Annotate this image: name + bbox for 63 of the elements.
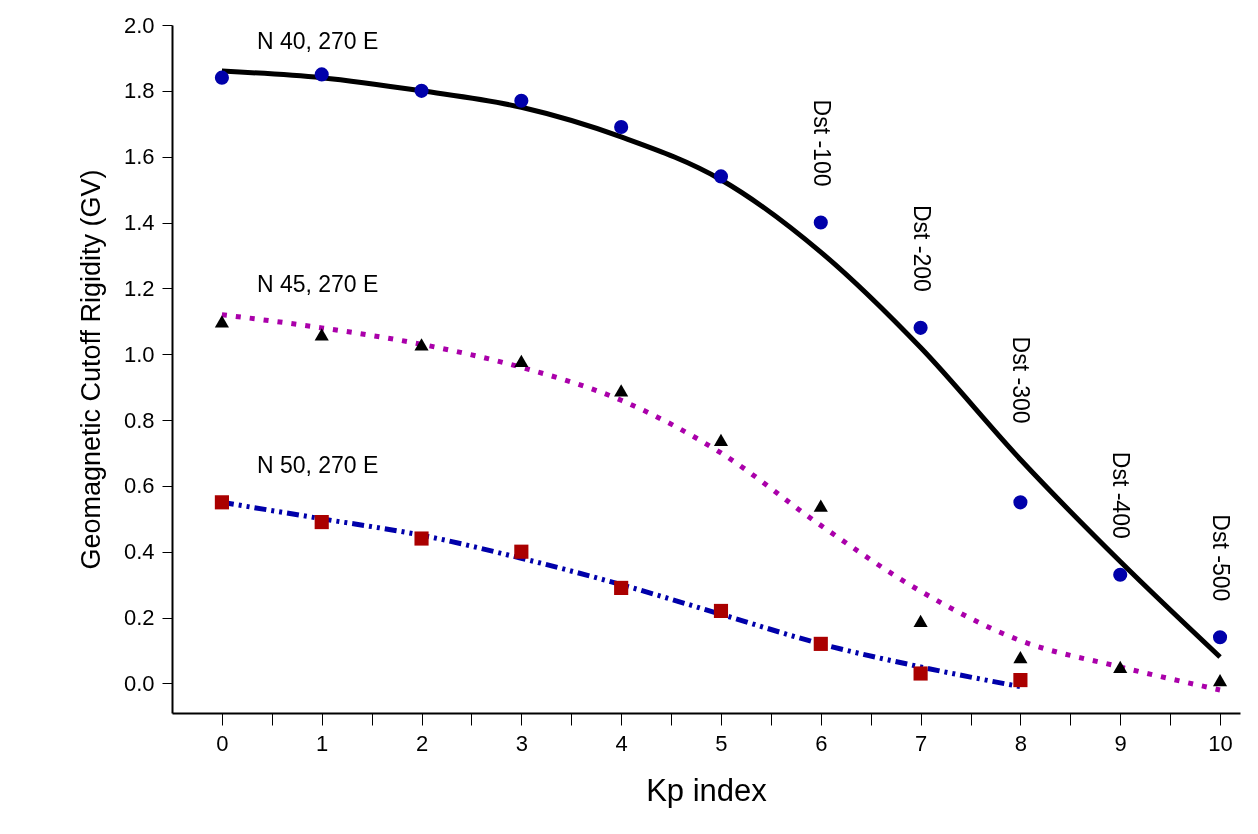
- x-tick-label: 10: [1208, 730, 1233, 756]
- point: [514, 544, 529, 559]
- point: [1013, 495, 1028, 510]
- x-tick-label: 6: [815, 730, 828, 756]
- annotation: Dst -300: [1008, 336, 1035, 424]
- annotation: Dst -100: [808, 99, 835, 187]
- point: [1113, 567, 1128, 582]
- x-tick-label: 5: [715, 730, 728, 756]
- y-tick-label: 0.8: [123, 407, 155, 433]
- y-tick-label: 1.0: [123, 341, 155, 367]
- point: [314, 67, 329, 82]
- x-tick-label: 8: [1014, 730, 1028, 756]
- y-tick-label: 1.8: [123, 78, 155, 104]
- x-axis-title: Kp index: [646, 772, 768, 808]
- point: [414, 531, 429, 546]
- annotation: N 45, 270 E: [256, 271, 379, 298]
- y-tick-label: 2.0: [123, 12, 155, 38]
- annotation: Dst -500: [1208, 514, 1235, 602]
- y-tick-label: 0.4: [123, 539, 155, 565]
- point: [314, 328, 329, 341]
- point: [614, 580, 629, 595]
- x-tick-label: 0: [216, 730, 229, 756]
- point: [214, 315, 229, 328]
- y-axis-title: Geomagnetic Cutoff Rigidity (GV): [75, 169, 106, 570]
- point: [913, 320, 928, 335]
- point: [214, 495, 229, 510]
- y-tick-label: 0.2: [123, 605, 155, 631]
- point: [1113, 660, 1128, 674]
- annotation: N 40, 270 E: [256, 27, 379, 54]
- x-tick-label: 2: [415, 730, 429, 756]
- annotation: N 50, 270 E: [256, 452, 379, 479]
- point: [514, 354, 529, 367]
- point: [713, 169, 729, 184]
- point: [214, 70, 229, 85]
- y-tick-label: 1.2: [123, 275, 155, 301]
- point: [713, 603, 729, 619]
- point: [813, 636, 828, 651]
- point: [813, 215, 828, 230]
- point: [1013, 650, 1028, 664]
- point: [1212, 630, 1228, 645]
- x-tick-label: 3: [515, 730, 528, 756]
- point: [514, 93, 529, 108]
- point: [614, 384, 629, 397]
- x-tick-label: 9: [1114, 730, 1127, 756]
- point: [314, 515, 329, 530]
- annotation: Dst -400: [1108, 451, 1135, 539]
- x-tick-label: 7: [914, 730, 928, 756]
- point: [614, 119, 629, 135]
- point: [913, 614, 928, 627]
- point: [813, 499, 828, 512]
- x-tick-label: 1: [316, 730, 329, 756]
- point: [414, 338, 429, 351]
- point: [1212, 673, 1228, 687]
- y-tick-label: 1.4: [123, 210, 155, 236]
- y-tick-label: 1.6: [123, 144, 155, 170]
- point: [1013, 673, 1028, 688]
- y-tick-label: 0.6: [123, 473, 155, 499]
- annotation: Dst -200: [908, 204, 935, 292]
- point: [713, 433, 729, 446]
- point: [913, 666, 928, 681]
- point: [414, 83, 429, 98]
- x-tick-label: 4: [615, 730, 628, 756]
- y-tick-label: 0.0: [123, 670, 155, 696]
